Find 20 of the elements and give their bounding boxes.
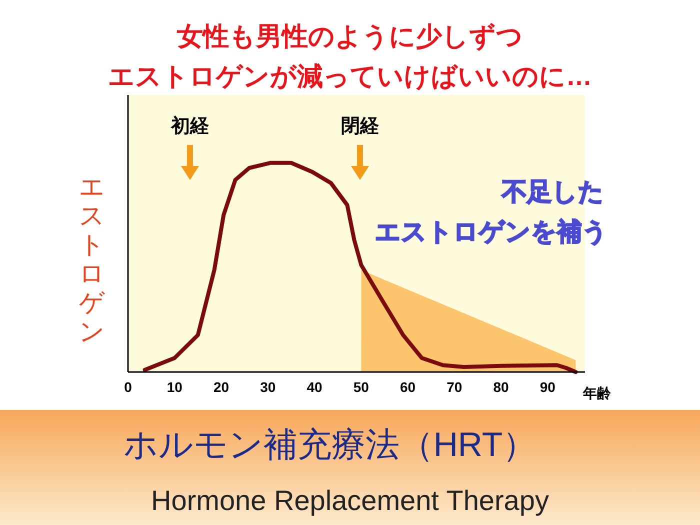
x-tick-label: 40 bbox=[306, 379, 323, 395]
text: 初経 bbox=[170, 115, 210, 137]
y-axis-title: エストロゲン bbox=[79, 173, 105, 346]
text: ホルモン補充療法（HRT） bbox=[123, 426, 537, 464]
x-tick-label: 80 bbox=[493, 379, 510, 395]
x-tick-label: 20 bbox=[213, 379, 230, 395]
x-tick-label: 10 bbox=[166, 379, 183, 395]
x-tick-label: 50 bbox=[353, 379, 370, 395]
x-tick-label: 0 bbox=[124, 379, 132, 395]
annotation: 不足した bbox=[501, 178, 604, 206]
x-tick-label: 60 bbox=[400, 379, 416, 395]
x-tick-label: 90 bbox=[540, 379, 556, 395]
x-axis-title: 年齢 bbox=[582, 385, 612, 401]
x-tick-label: 30 bbox=[260, 379, 276, 395]
chart-subtitle: エストロゲンが減っていけばいいのに… bbox=[108, 61, 592, 91]
x-tick-label: 70 bbox=[446, 379, 462, 395]
text: 閉経 bbox=[341, 116, 380, 137]
annotation: エストロゲンを補う bbox=[375, 218, 608, 246]
chart-title: 女性も男性のように少しずつ bbox=[176, 21, 523, 51]
text: Hormone Replacement Therapy bbox=[151, 485, 549, 516]
